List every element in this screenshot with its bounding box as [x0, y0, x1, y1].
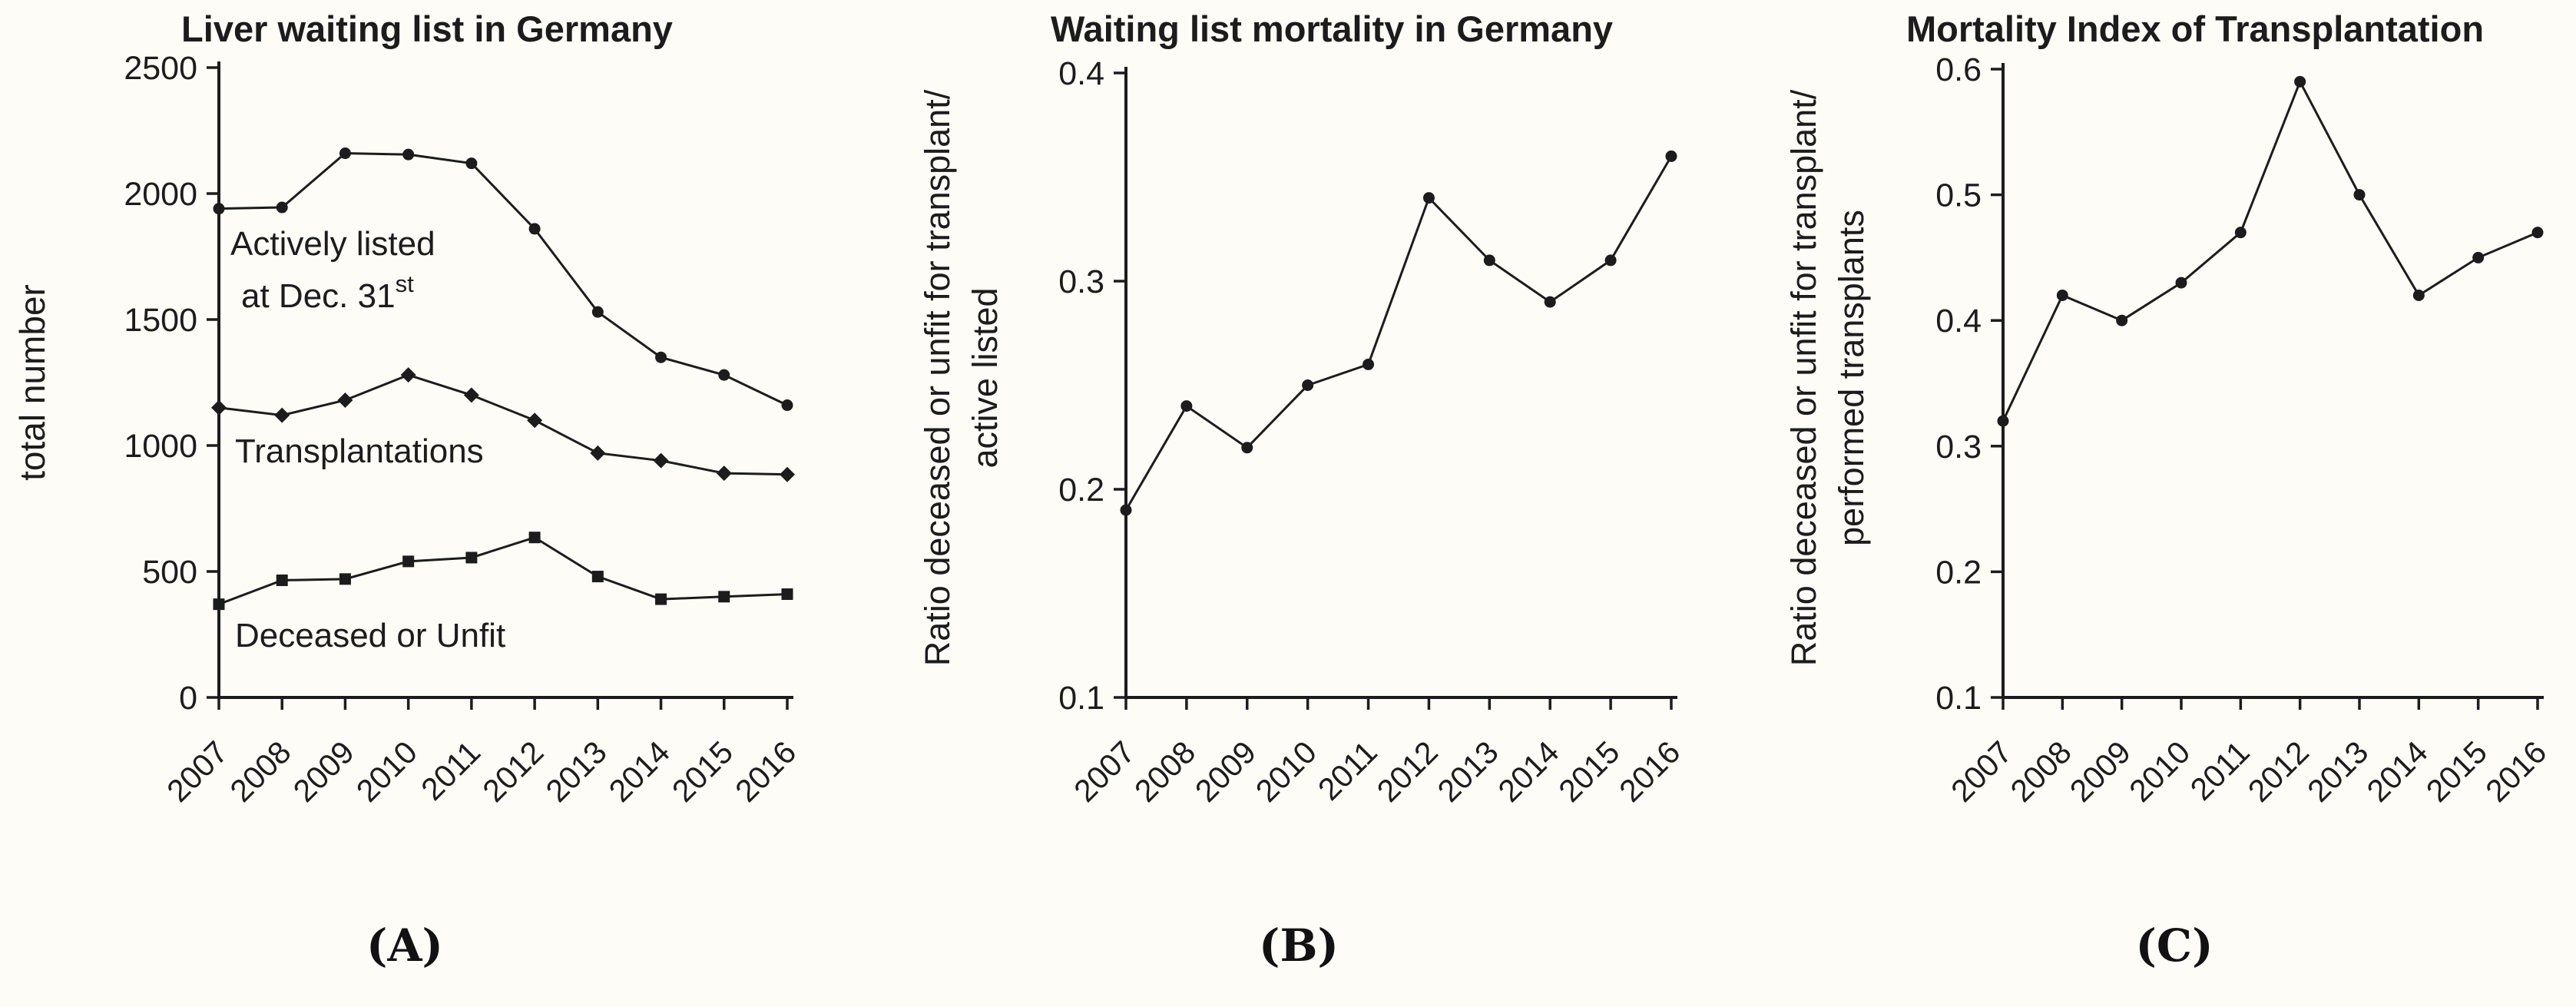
svg-text:0.4: 0.4: [1935, 303, 1982, 340]
svg-text:Transplantations: Transplantations: [235, 432, 484, 470]
svg-text:2500: 2500: [124, 50, 197, 87]
svg-text:2014: 2014: [2360, 734, 2435, 809]
svg-text:Deceased or Unfit: Deceased or Unfit: [235, 617, 505, 654]
svg-text:at Dec. 31st: at Dec. 31st: [241, 270, 414, 315]
series-0: [1997, 75, 2544, 427]
svg-text:2009: 2009: [2063, 734, 2137, 809]
svg-text:0.4: 0.4: [1058, 55, 1104, 92]
svg-text:Mortality Index of Transplanta: Mortality Index of Transplantation: [1906, 8, 2484, 49]
svg-text:2015: 2015: [1551, 734, 1626, 809]
svg-text:2007: 2007: [1944, 734, 2018, 809]
svg-text:2011: 2011: [1311, 734, 1384, 807]
svg-text:Ratio deceased or unfit for tr: Ratio deceased or unfit for transplant/: [1784, 89, 1823, 666]
svg-text:2012: 2012: [1370, 734, 1445, 809]
svg-text:2013: 2013: [1431, 734, 1505, 809]
svg-text:0.1: 0.1: [1935, 680, 1982, 717]
y-axis-label: Ratio deceased or unfit for transplant/p…: [1784, 89, 1871, 666]
svg-text:2012: 2012: [475, 734, 550, 809]
svg-text:2015: 2015: [665, 734, 740, 809]
axes: 0.10.20.30.40.50.62007200820092010201120…: [1935, 51, 2553, 809]
series-2: [213, 532, 793, 611]
annotation-2: Deceased or Unfit: [235, 617, 505, 654]
svg-text:1000: 1000: [124, 428, 197, 465]
svg-text:2015: 2015: [2419, 734, 2494, 809]
axes: 0.1 0.2 0.3 0.4 2007200820092010201120122013…: [1058, 55, 1687, 809]
svg-text:500: 500: [142, 554, 197, 591]
y-axis-label: total number: [12, 284, 52, 481]
chart-c-mortality-index: Mortality Index of Transplantation Ratio …: [1784, 8, 2553, 809]
svg-text:0: 0: [179, 680, 197, 717]
svg-text:2010: 2010: [1249, 734, 1323, 809]
panel-b: Waiting list mortality in Germany Ratio d…: [859, 0, 1717, 972]
svg-text:2012: 2012: [2241, 734, 2316, 809]
svg-text:2009: 2009: [286, 734, 361, 809]
svg-text:2008: 2008: [223, 734, 298, 809]
chart-a-liver-waiting-list: Liver waiting list in Germany total numbe…: [12, 8, 803, 809]
axes: 0 500 1000 1500 2000 2500 20072008200920102011…: [124, 50, 803, 809]
svg-text:0.5: 0.5: [1935, 177, 1982, 214]
panel-label-b: (B): [1259, 919, 1339, 972]
svg-text:2008: 2008: [1127, 734, 1202, 809]
svg-text:2013: 2013: [2300, 734, 2375, 809]
series-1: [211, 367, 795, 482]
svg-text:2014: 2014: [602, 734, 677, 809]
svg-text:2009: 2009: [1188, 734, 1263, 809]
svg-text:performed transplants: performed transplants: [1832, 210, 1871, 546]
series-0: [1120, 150, 1677, 516]
svg-text:2016: 2016: [1612, 734, 1687, 809]
panel-c: Mortality Index of Transplantation Ratio …: [1717, 0, 2576, 972]
annotation-0: Actively listed at Dec. 31st: [230, 225, 435, 315]
annotation-1: Transplantations: [235, 432, 484, 470]
svg-text:2007: 2007: [160, 734, 234, 809]
svg-text:Waiting list mortality in Germ: Waiting list mortality in Germany: [1051, 8, 1613, 49]
series-0: [213, 147, 793, 412]
svg-text:active listed: active listed: [965, 287, 1005, 468]
svg-text:1500: 1500: [124, 302, 197, 339]
svg-text:2016: 2016: [2478, 734, 2553, 809]
svg-text:2014: 2014: [1492, 734, 1566, 809]
svg-text:2008: 2008: [2004, 734, 2078, 809]
svg-text:2000: 2000: [124, 176, 197, 213]
chart-b-waiting-list-mortality: Waiting list mortality in Germany Ratio d…: [918, 8, 1687, 809]
svg-text:0.2: 0.2: [1935, 554, 1982, 591]
svg-text:total number: total number: [12, 284, 52, 481]
svg-text:2010: 2010: [2122, 734, 2197, 809]
svg-text:Liver waiting list in Germany: Liver waiting list in Germany: [181, 8, 673, 49]
svg-text:0.6: 0.6: [1935, 51, 1982, 88]
svg-text:2016: 2016: [728, 734, 803, 809]
panel-label-c: (C): [2135, 919, 2213, 972]
panel-a: Liver waiting list in Germany total numbe…: [0, 0, 859, 972]
svg-text:Actively listed: Actively listed: [230, 225, 435, 263]
svg-text:0.3: 0.3: [1935, 429, 1982, 465]
svg-text:0.2: 0.2: [1058, 472, 1104, 508]
svg-text:0.3: 0.3: [1058, 263, 1104, 300]
svg-text:2010: 2010: [349, 734, 424, 809]
svg-text:2011: 2011: [414, 734, 487, 807]
svg-text:2013: 2013: [539, 734, 614, 809]
svg-text:2007: 2007: [1067, 734, 1141, 809]
svg-text:2011: 2011: [2184, 734, 2256, 807]
svg-text:0.1: 0.1: [1058, 680, 1104, 717]
y-axis-label: Ratio deceased or unfit for transplant/a…: [918, 89, 1005, 666]
svg-text:Ratio deceased or unfit for tr: Ratio deceased or unfit for transplant/: [918, 89, 957, 666]
panel-label-a: (A): [366, 919, 443, 972]
